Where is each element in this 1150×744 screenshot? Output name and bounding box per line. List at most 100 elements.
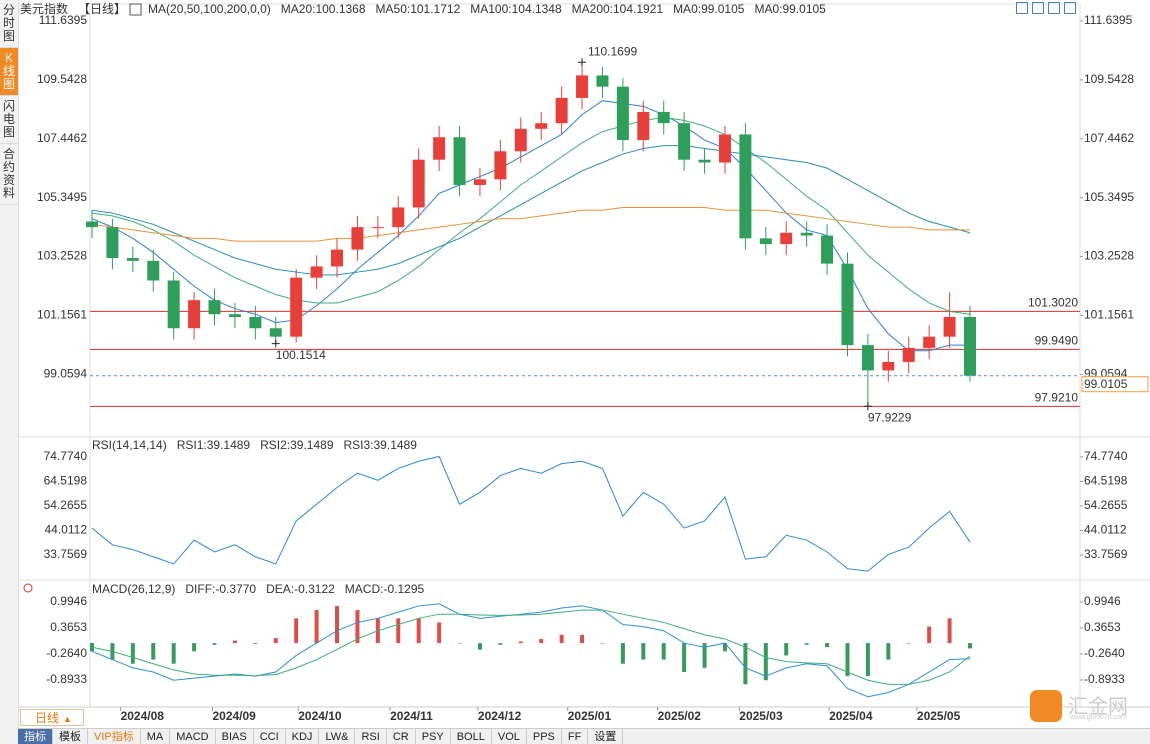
candle-body (923, 336, 936, 348)
macd-bar (232, 640, 237, 644)
candle-body (188, 300, 201, 329)
bottom-tab[interactable]: PSY (416, 729, 451, 744)
macd-bar (784, 643, 789, 656)
bottom-tab[interactable]: CCI (254, 729, 286, 744)
y-tick-label-right: 105.3495 (1084, 190, 1134, 204)
line-series (91, 145, 971, 276)
bottom-tab[interactable]: 设置 (588, 729, 624, 744)
macd-bar (927, 626, 932, 644)
candle-body (290, 277, 303, 337)
tab[interactable]: 闪电图 (0, 96, 18, 144)
line-series (91, 609, 971, 685)
candle-body (821, 235, 834, 264)
macd-bar (335, 605, 340, 644)
tab[interactable]: 分时图 (0, 0, 18, 48)
candle-body (86, 221, 98, 228)
candle-body (473, 179, 486, 185)
y-tick-label-right: 0.3653 (1084, 620, 1121, 634)
bottom-tab[interactable]: RSI (355, 729, 387, 744)
y-tick-label: 44.0112 (45, 523, 88, 537)
candle-body (269, 328, 282, 337)
macd-bar (396, 618, 401, 644)
y-tick-label: 109.5428 (37, 72, 87, 86)
legend-entry: DEA:-0.3122 (266, 582, 335, 596)
x-tick-label: 2024/12 (478, 709, 522, 723)
macd-bar (661, 643, 666, 660)
legend-entry: MA100:104.1348 (470, 2, 562, 16)
icon[interactable] (1048, 2, 1060, 14)
macd-bar (600, 643, 605, 644)
line-series (91, 100, 970, 352)
y-tick-label: 105.3495 (37, 190, 87, 204)
icon[interactable] (1016, 2, 1028, 14)
x-tick-label: 2024/10 (298, 709, 342, 723)
candle-body (555, 97, 568, 124)
macd-bar (273, 638, 278, 644)
bottom-tabs: 指标 模板 VIP指标 MA MACD BIAS CCI KDJ LW& RSI CR PSY BOLL… (18, 728, 1150, 744)
legend-entry: RSI(14,14,14) (92, 438, 167, 452)
candle-body (841, 263, 854, 346)
icon[interactable] (1064, 2, 1076, 14)
bottom-tab[interactable]: VOL (492, 729, 527, 744)
legend-entry: RSI3:39.1489 (344, 438, 418, 452)
x-tick-label: 2025/05 (917, 709, 961, 723)
bottom-tab[interactable]: BOLL (451, 729, 492, 744)
line-series (91, 117, 971, 315)
period-text: 日线 (35, 711, 60, 725)
bottom-tab[interactable]: MA (141, 729, 171, 744)
period-button[interactable]: 日线 ▲ (20, 709, 84, 726)
watermark-name: 汇金网 (1068, 696, 1128, 718)
y-tick-label-right: 107.4462 (1084, 131, 1134, 145)
annotation-label: 100.1514 (276, 348, 326, 362)
x-tick-label: 2025/03 (739, 709, 783, 723)
tab[interactable]: K线图 (0, 48, 18, 96)
macd-bar (886, 643, 891, 660)
annotation-marker (271, 339, 280, 348)
annotation-label: 97.9229 (868, 410, 912, 424)
macd-bar (906, 643, 911, 644)
bottom-tab[interactable]: 模板 (53, 729, 88, 744)
legend-entry: MA0:99.0105 (754, 2, 826, 16)
y-tick-label: 54.2655 (44, 498, 88, 512)
candle-body (371, 227, 384, 229)
macd-bar (825, 643, 830, 648)
candle-body (861, 345, 874, 371)
bottom-tab[interactable]: 指标 (18, 729, 53, 744)
candle-body (514, 128, 527, 152)
candle-body (494, 151, 507, 180)
bottom-tab[interactable]: BIAS (216, 729, 254, 744)
x-tick-label: 2025/01 (568, 709, 612, 723)
y-tick-label-right: 109.5428 (1084, 72, 1134, 86)
candle-body (433, 137, 446, 160)
line-series (91, 206, 970, 242)
y-tick-label: 99.0594 (44, 367, 88, 381)
bottom-tab[interactable]: LW& (319, 729, 356, 744)
y-tick-label: -0.2640 (46, 646, 87, 660)
candle-body (759, 238, 772, 244)
bottom-tab[interactable]: VIP指标 (88, 729, 141, 744)
legend-entry: MACD(26,12,9) (92, 582, 175, 596)
bottom-tab[interactable]: CR (387, 729, 416, 744)
macd-bar (580, 634, 585, 644)
sidebar: 分时图 K线图 闪电图 合约资料 (0, 0, 19, 744)
macd-bar (641, 643, 646, 660)
candle-body (147, 260, 160, 281)
candle-body (106, 227, 119, 259)
candle-body (616, 86, 629, 141)
legend-entry: 美元指数 (20, 1, 68, 16)
macd-bar (539, 638, 544, 644)
bottom-tab[interactable]: MACD (170, 729, 216, 744)
macd-bar (416, 618, 421, 644)
icon[interactable] (1032, 2, 1044, 14)
macd-bar (620, 643, 625, 664)
tab[interactable]: 合约资料 (0, 144, 18, 205)
legend-entry: MA(20,50,100,200,0,0) (148, 2, 271, 16)
y-tick-label: 107.4462 (37, 131, 87, 145)
bottom-tab[interactable]: KDJ (286, 729, 320, 744)
legend-entry: 【日线】 (78, 2, 126, 16)
bottom-tab[interactable]: FF (562, 729, 589, 744)
candle-body (882, 361, 895, 371)
bottom-tab[interactable]: PPS (527, 729, 562, 744)
macd-bar (314, 610, 319, 644)
